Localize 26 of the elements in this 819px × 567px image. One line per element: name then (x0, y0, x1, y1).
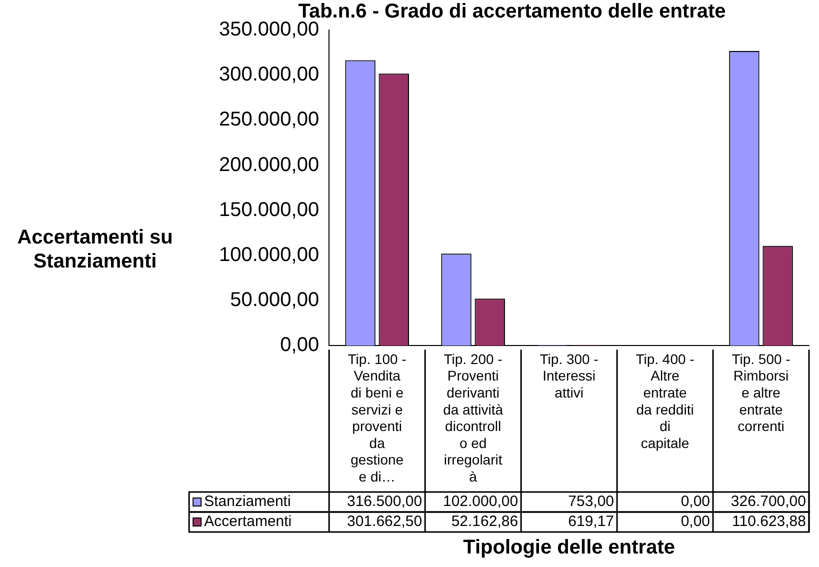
x-tick-label: Tip. 100 - Vendita di beni e servizi e proventi da gestione e di… (348, 350, 407, 484)
y-tick-label: 200.000,00 (218, 154, 320, 176)
data-label: 102.000,00 (442, 493, 518, 510)
y-axis-title: Accertamenti su Stanziamenti (17, 226, 173, 273)
y-tick-label: 0,00 (280, 334, 320, 356)
y-tick-label: 250.000,00 (218, 108, 320, 131)
data-label: 316.500,00 (347, 493, 422, 510)
legend-label: Stanziamenti (204, 493, 291, 510)
data-label: 110.623,88 (732, 513, 806, 530)
x-tick-label: Tip. 400 - Altre entrate da redditi di capitale (636, 350, 695, 451)
x-axis-title: Tipologie delle entrate (463, 536, 675, 559)
data-label: 619,17 (568, 513, 614, 530)
data-label: 326.700,00 (730, 493, 806, 510)
data-label: 52.162,86 (451, 513, 518, 530)
data-label: 753,00 (568, 493, 614, 510)
x-tick-label: Tip. 500 - Rimborsi e altre entrate correnti (732, 350, 791, 434)
y-tick-label: 300.000,00 (218, 64, 320, 86)
y-tick-label: 50.000,00 (230, 289, 320, 312)
data-label: 0,00 (680, 513, 710, 530)
data-label: 301.662,50 (347, 513, 422, 530)
x-tick-label: Tip. 200 - Proventi derivanti da attività dicontrollo ed irregolarità (443, 350, 504, 484)
y-tick-label: 150.000,00 (218, 198, 320, 221)
y-tick-label: 100.000,00 (218, 244, 320, 266)
legend-label: Accertamenti (204, 513, 292, 530)
x-tick-label: Tip. 300 - Interessi attivi (540, 350, 599, 400)
data-label: 0,00 (680, 493, 710, 510)
